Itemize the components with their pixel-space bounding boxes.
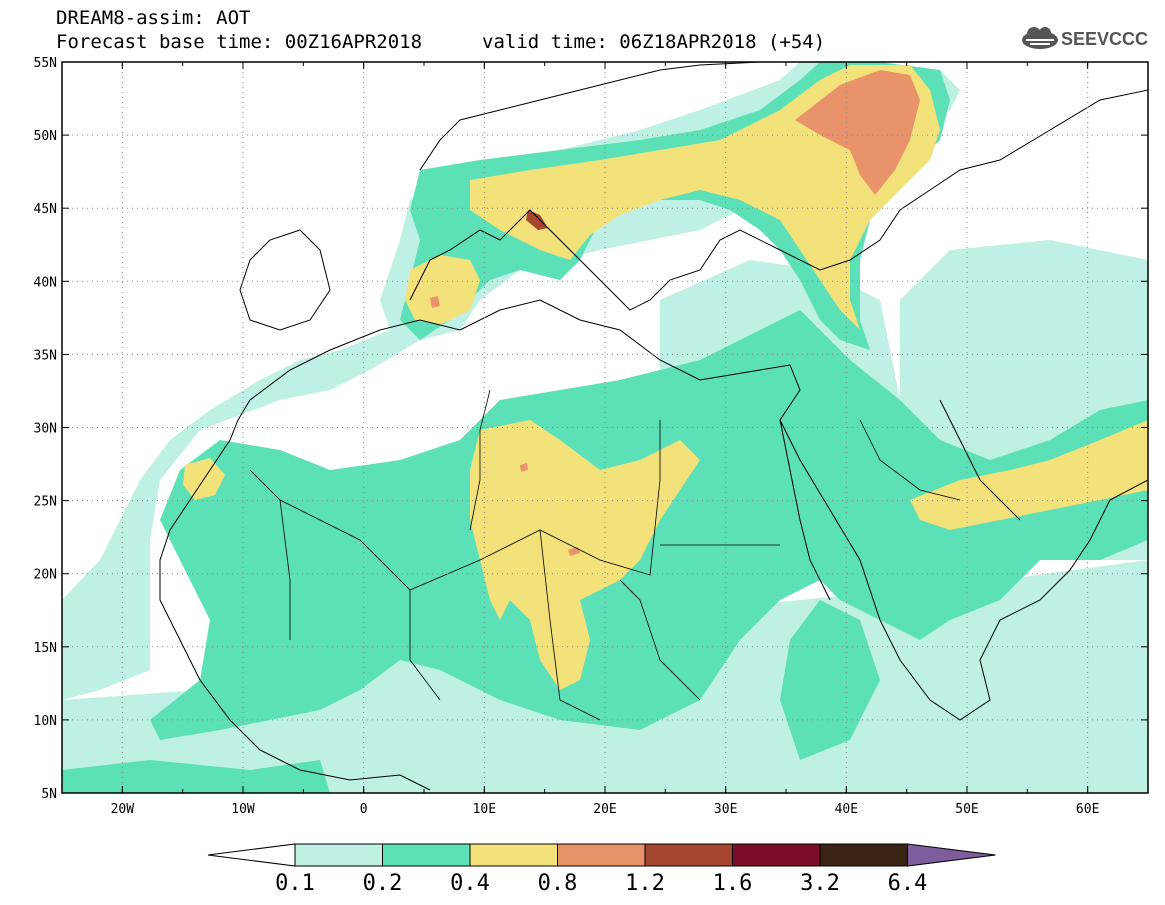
- colorbar-label: 6.4: [888, 871, 928, 896]
- colorbar-label: 0.4: [450, 871, 490, 896]
- lon-tick-label: 30E: [714, 802, 737, 817]
- lat-tick-label: 50N: [34, 129, 57, 144]
- colorbar-label: 0.2: [363, 871, 403, 896]
- aot-band-1.2: [526, 210, 548, 230]
- lon-tick-label: 60E: [1076, 802, 1099, 817]
- colorbar-label: 1.2: [625, 871, 665, 896]
- lon-tick-label: 20E: [593, 802, 616, 817]
- lon-tick-label: 10E: [473, 802, 496, 817]
- colorbar-right-arrow: [907, 843, 996, 867]
- colorbar-box: [557, 843, 646, 867]
- country-borders: [249, 389, 961, 721]
- colorbar-left-arrow: [207, 843, 296, 867]
- lat-tick-label: 5N: [41, 787, 57, 802]
- colorbar-box: [732, 843, 821, 867]
- lat-tick-label: 10N: [34, 714, 57, 729]
- colorbar-label: 3.2: [800, 871, 840, 896]
- lat-tick-label: 35N: [34, 348, 57, 363]
- lon-tick-label: 20W: [111, 802, 135, 817]
- colorbar-box: [294, 843, 383, 867]
- lat-tick-label: 30N: [34, 422, 57, 437]
- colorbar-box: [644, 843, 733, 867]
- forecast-base-time: Forecast base time: 00Z16APR2018: [56, 31, 423, 53]
- lon-tick-label: 10W: [231, 802, 255, 817]
- aot-field: [62, 62, 1148, 793]
- lon-tick-label: 40E: [835, 802, 858, 817]
- colorbar-label: 0.1: [275, 871, 315, 896]
- aot-band-0.8: [430, 70, 920, 556]
- lat-tick-label: 25N: [34, 495, 57, 510]
- seevccc-logo: SEEVCCC: [1061, 29, 1149, 49]
- lat-tick-label: 15N: [34, 641, 57, 656]
- valid-time: valid time: 06Z18APR2018 (+54): [482, 31, 826, 53]
- graticule: [62, 62, 1148, 793]
- colorbar-label: 1.6: [713, 871, 753, 896]
- map-title: DREAM8-assim: AOT: [56, 7, 251, 29]
- lat-tick-label: 40N: [34, 275, 57, 290]
- cloud-icon: [1022, 27, 1058, 49]
- lat-tick-label: 20N: [34, 568, 57, 583]
- lat-tick-label: 55N: [34, 56, 57, 71]
- lon-tick-label: 0: [360, 802, 368, 817]
- aot-colorbar: 0.1 0.2 0.4 0.8 1.2 1.6 3.2 6.4: [207, 843, 996, 896]
- colorbar-label: 0.8: [538, 871, 578, 896]
- colorbar-box: [382, 843, 471, 867]
- lon-tick-label: 50E: [955, 802, 978, 817]
- colorbar-box: [819, 843, 908, 867]
- map-axes: 20W 10W 0 10E 20E 30E 40E 50E 60E 55N 50N 45N 40N 35N…: [34, 56, 1149, 817]
- lat-tick-label: 45N: [34, 202, 57, 217]
- coastlines: [159, 62, 1148, 791]
- colorbar-box: [469, 843, 558, 867]
